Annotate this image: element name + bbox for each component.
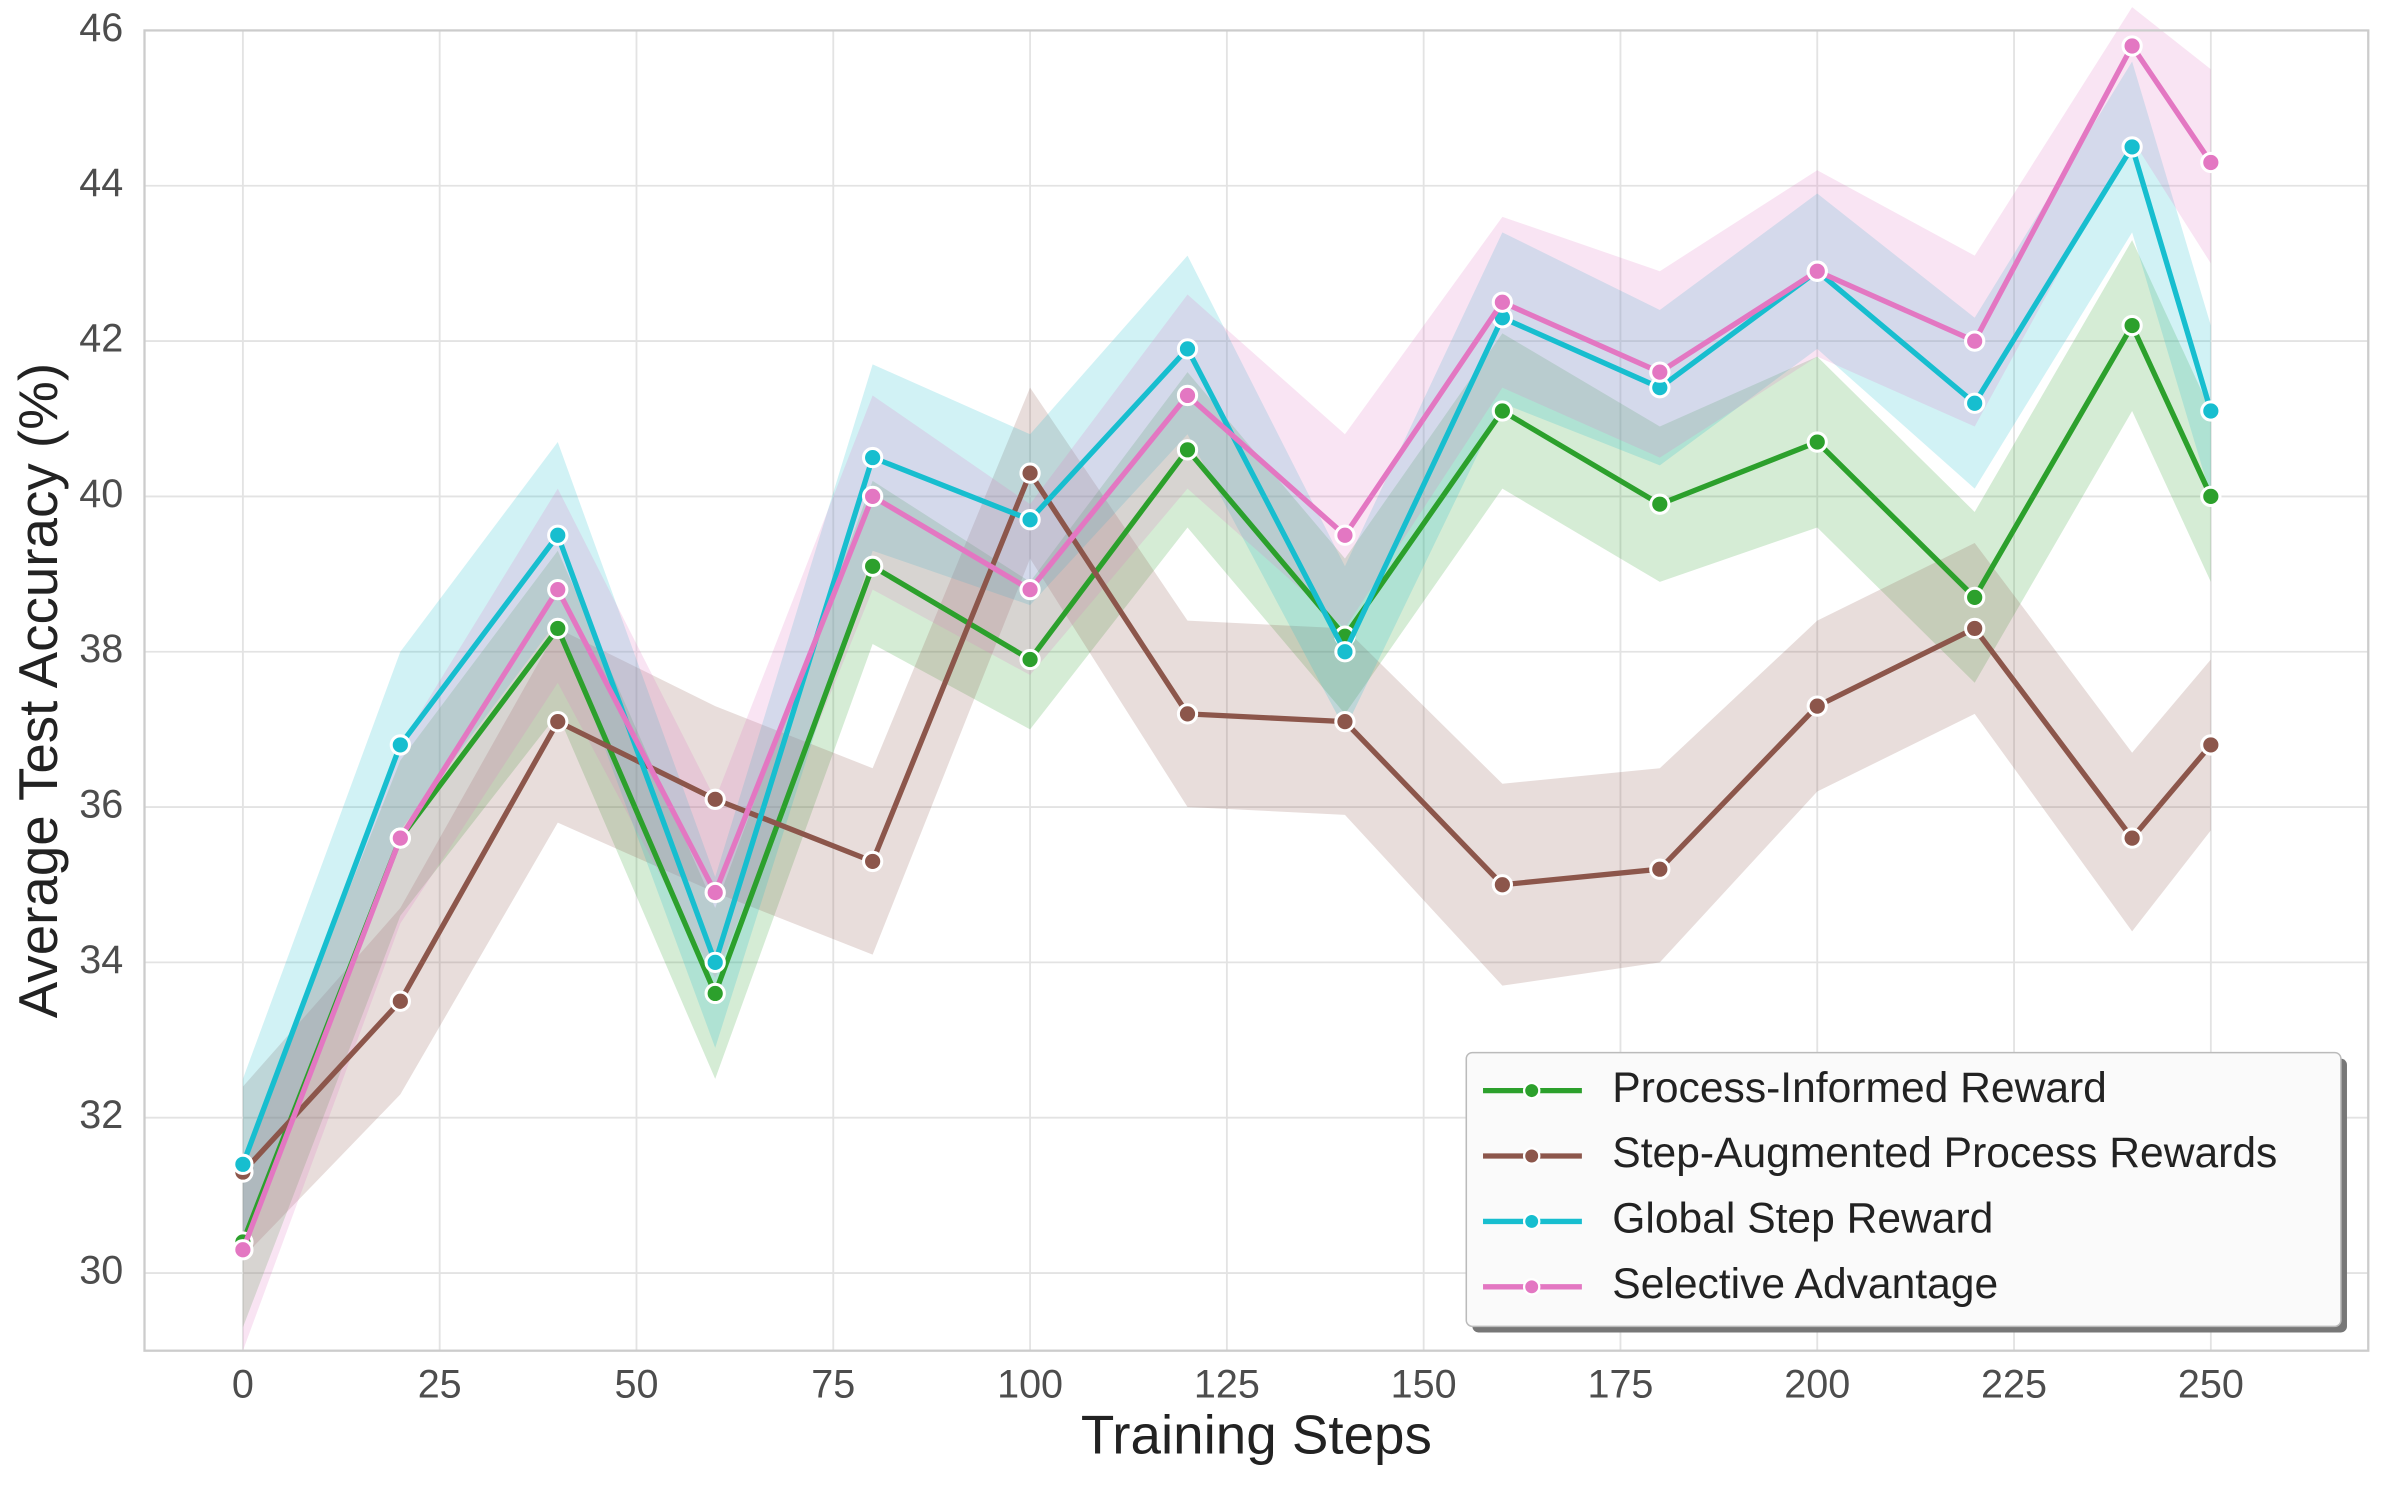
- marker: [1019, 462, 1041, 484]
- legend-label: Global Step Reward: [1612, 1195, 1993, 1243]
- marker: [704, 982, 726, 1005]
- marker: [1964, 617, 1986, 640]
- marker: [1176, 384, 1199, 407]
- y-tick-label: 44: [79, 161, 123, 205]
- marker: [1649, 361, 1671, 383]
- y-tick-label: 46: [79, 6, 123, 50]
- marker: [1019, 509, 1041, 531]
- marker: [232, 1153, 254, 1175]
- x-axis-label: Training Steps: [1081, 1403, 1432, 1465]
- series-line: [240, 144, 2214, 1166]
- x-tick-label: 100: [997, 1363, 1063, 1407]
- legend-label: Step-Augmented Process Rewards: [1612, 1129, 2277, 1177]
- x-tick-label: 175: [1587, 1363, 1653, 1407]
- marker: [1649, 493, 1671, 515]
- marker: [1964, 586, 1986, 609]
- marker: [547, 524, 569, 546]
- marker: [1176, 703, 1199, 725]
- y-tick-label: 40: [79, 472, 123, 516]
- plot-frame: [143, 29, 2370, 1352]
- confidence-band: [242, 240, 2211, 1328]
- marker: [861, 850, 884, 873]
- marker: [1176, 338, 1199, 360]
- marker: [861, 555, 884, 577]
- marker: [1491, 874, 1514, 896]
- y-tick-label: 32: [79, 1093, 123, 1137]
- x-tick-label: 150: [1391, 1363, 1457, 1407]
- marker: [389, 827, 411, 849]
- y-tick-label: 34: [79, 938, 123, 982]
- lines: [232, 35, 2222, 1261]
- confidence-band: [242, 387, 2211, 1258]
- marker: [547, 578, 569, 601]
- marker: [2200, 485, 2222, 508]
- marker: [389, 990, 411, 1012]
- marker: [389, 734, 411, 756]
- marker: [2121, 136, 2143, 158]
- x-tick-label: 75: [811, 1363, 855, 1407]
- marker: [861, 446, 884, 469]
- legend-marker: [1522, 1212, 1541, 1231]
- y-tick-label: 36: [79, 782, 123, 826]
- marker: [1806, 695, 1828, 717]
- confidence-band: [242, 61, 2211, 1250]
- legend-marker: [1522, 1081, 1541, 1100]
- y-tick-label: 30: [79, 1248, 123, 1292]
- marker: [2200, 151, 2222, 174]
- marker: [1491, 291, 1514, 313]
- y-axis-label: Average Test Accuracy (%): [7, 363, 69, 1018]
- series-line: [240, 43, 2214, 1251]
- marker: [547, 617, 569, 640]
- legend: Process-Informed Reward Step-Augmented Pr…: [1465, 1051, 2347, 1333]
- marker: [2121, 314, 2143, 337]
- marker: [1334, 641, 1356, 663]
- legend-marker: [1522, 1278, 1541, 1296]
- marker: [861, 485, 884, 508]
- legend-label: Process-Informed Reward: [1612, 1064, 2107, 1112]
- marker: [1176, 439, 1199, 461]
- marker: [2121, 827, 2143, 849]
- marker: [2200, 734, 2222, 756]
- marker: [2121, 35, 2143, 57]
- marker: [1964, 330, 1986, 352]
- y-tick-label: 42: [79, 317, 123, 361]
- marker: [1334, 524, 1356, 546]
- marker: [1806, 260, 1828, 282]
- marker: [2200, 400, 2222, 422]
- marker: [1019, 578, 1041, 601]
- y-tick-label: 38: [79, 627, 123, 671]
- x-tick-label: 125: [1194, 1363, 1260, 1407]
- x-tick-label: 200: [1784, 1363, 1850, 1407]
- x-tick-label: 0: [232, 1363, 254, 1407]
- marker: [704, 788, 726, 810]
- marker: [1806, 431, 1828, 453]
- x-tick-label: 50: [614, 1363, 658, 1407]
- marker: [704, 951, 726, 974]
- marker: [1334, 710, 1356, 733]
- legend-label: Selective Advantage: [1612, 1260, 1998, 1308]
- marker: [704, 881, 726, 904]
- legend-marker: [1522, 1147, 1541, 1165]
- x-tick-label: 250: [2178, 1363, 2244, 1407]
- marker: [1019, 648, 1041, 671]
- legend-box: [1465, 1051, 2342, 1328]
- series-line: [240, 470, 2213, 1174]
- x-tick-label: 225: [1981, 1363, 2047, 1407]
- marker: [1491, 400, 1514, 422]
- x-tick-label: 25: [418, 1363, 462, 1407]
- marker: [1964, 392, 1986, 414]
- marker: [1649, 858, 1671, 880]
- marker: [547, 710, 569, 733]
- series-line: [240, 322, 2214, 1243]
- marker: [232, 1239, 254, 1261]
